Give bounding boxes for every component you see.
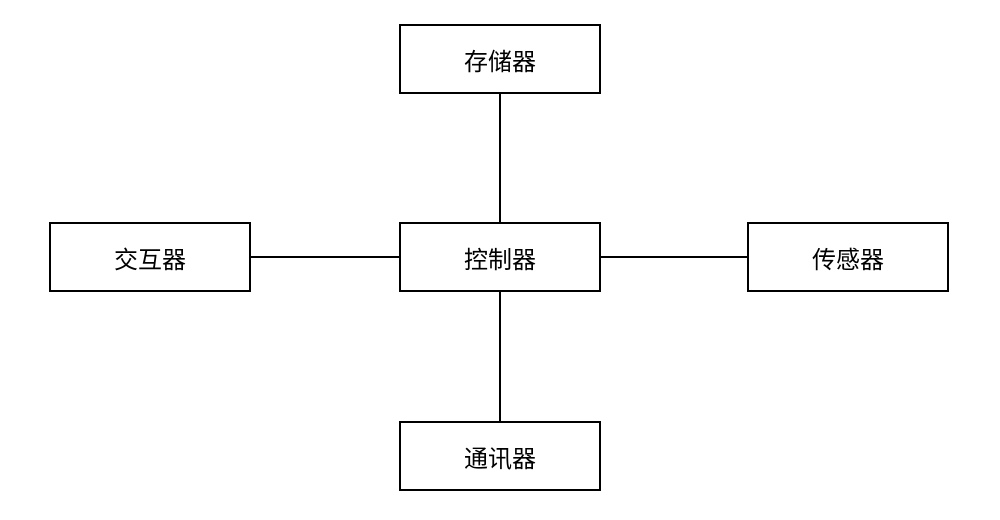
node-center: 控制器 (399, 222, 601, 292)
node-left-label: 交互器 (114, 240, 186, 275)
node-right: 传感器 (747, 222, 949, 292)
block-diagram: 存储器 交互器 控制器 传感器 通讯器 (0, 0, 1000, 520)
node-top-label: 存储器 (464, 42, 536, 77)
node-center-label: 控制器 (464, 240, 536, 275)
edge-center-right (601, 256, 747, 258)
node-right-label: 传感器 (812, 240, 884, 275)
node-left: 交互器 (49, 222, 251, 292)
edge-left-center (251, 256, 399, 258)
node-bottom-label: 通讯器 (464, 439, 536, 474)
node-bottom: 通讯器 (399, 421, 601, 491)
edge-top-center (499, 94, 501, 222)
node-top: 存储器 (399, 24, 601, 94)
edge-center-bottom (499, 292, 501, 421)
